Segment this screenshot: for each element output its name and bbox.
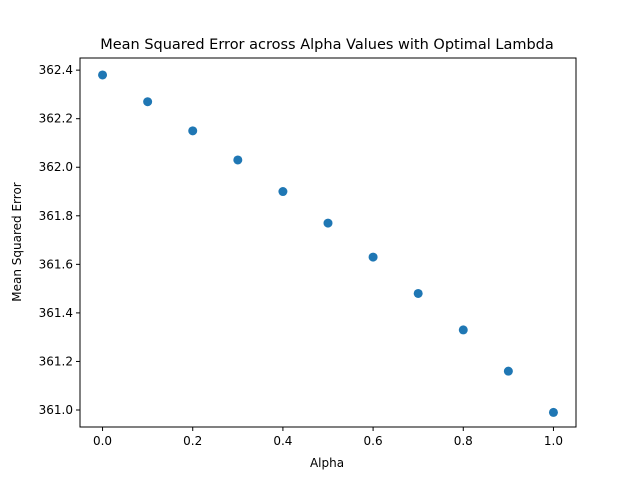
- y-tick-label: 361.2: [39, 354, 73, 368]
- data-point: [278, 187, 288, 197]
- chart-title: Mean Squared Error across Alpha Values w…: [100, 37, 554, 53]
- data-point: [368, 252, 378, 262]
- data-points: [98, 70, 558, 417]
- data-point: [548, 407, 558, 417]
- x-axis-ticks: 0.0 0.2 0.4 0.6 0.8 1.0: [93, 427, 563, 448]
- y-axis-ticks: 361.0 361.2 361.4 361.6 361.8 362.0 362.2 362.4: [39, 63, 80, 417]
- y-tick-label: 361.0: [39, 403, 73, 417]
- data-point: [143, 97, 153, 107]
- data-point: [458, 325, 468, 335]
- y-tick-label: 361.6: [39, 257, 73, 271]
- data-point: [188, 126, 198, 136]
- data-point: [98, 70, 108, 80]
- data-point: [323, 218, 333, 228]
- x-tick-label: 0.2: [183, 434, 202, 448]
- y-tick-label: 362.2: [39, 112, 73, 126]
- x-tick-label: 1.0: [544, 434, 563, 448]
- x-tick-label: 0.8: [454, 434, 473, 448]
- y-tick-label: 361.8: [39, 209, 73, 223]
- y-tick-label: 361.4: [39, 306, 73, 320]
- data-point: [413, 288, 423, 298]
- x-axis-label: Alpha: [310, 456, 344, 470]
- x-tick-label: 0.6: [364, 434, 383, 448]
- data-point: [503, 366, 513, 376]
- x-tick-label: 0.0: [93, 434, 112, 448]
- y-axis-label: Mean Squared Error: [10, 182, 24, 302]
- y-tick-label: 362.4: [39, 63, 73, 77]
- data-point: [233, 155, 243, 165]
- plot-frame: [79, 57, 577, 428]
- x-tick-label: 0.4: [273, 434, 292, 448]
- y-tick-label: 362.0: [39, 160, 73, 174]
